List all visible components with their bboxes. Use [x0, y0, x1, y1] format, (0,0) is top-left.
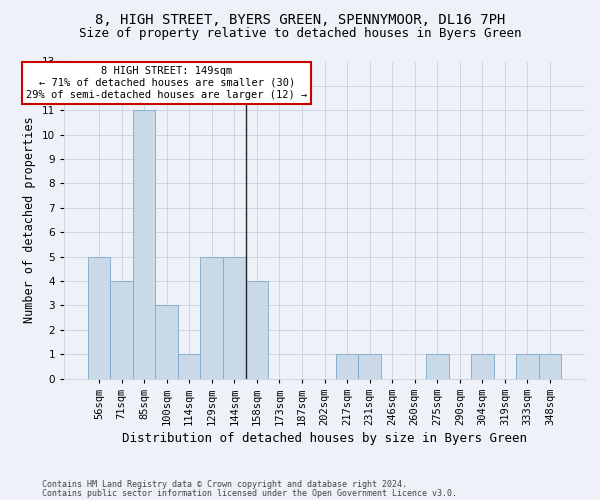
Bar [88, 256, 110, 378]
Bar [200, 256, 223, 378]
Y-axis label: Number of detached properties: Number of detached properties [23, 116, 36, 324]
Bar [516, 354, 539, 378]
Bar [223, 256, 245, 378]
Text: Contains public sector information licensed under the Open Government Licence v3: Contains public sector information licen… [42, 489, 457, 498]
Bar [155, 306, 178, 378]
Bar [110, 281, 133, 378]
Text: 8 HIGH STREET: 149sqm
← 71% of detached houses are smaller (30)
29% of semi-deta: 8 HIGH STREET: 149sqm ← 71% of detached … [26, 66, 307, 100]
Text: 8, HIGH STREET, BYERS GREEN, SPENNYMOOR, DL16 7PH: 8, HIGH STREET, BYERS GREEN, SPENNYMOOR,… [95, 12, 505, 26]
Bar [426, 354, 449, 378]
Bar [133, 110, 155, 378]
Bar [245, 281, 268, 378]
Text: Size of property relative to detached houses in Byers Green: Size of property relative to detached ho… [79, 28, 521, 40]
Bar [471, 354, 494, 378]
Bar [336, 354, 358, 378]
Bar [358, 354, 381, 378]
X-axis label: Distribution of detached houses by size in Byers Green: Distribution of detached houses by size … [122, 432, 527, 445]
Bar [539, 354, 562, 378]
Text: Contains HM Land Registry data © Crown copyright and database right 2024.: Contains HM Land Registry data © Crown c… [42, 480, 407, 489]
Bar [178, 354, 200, 378]
